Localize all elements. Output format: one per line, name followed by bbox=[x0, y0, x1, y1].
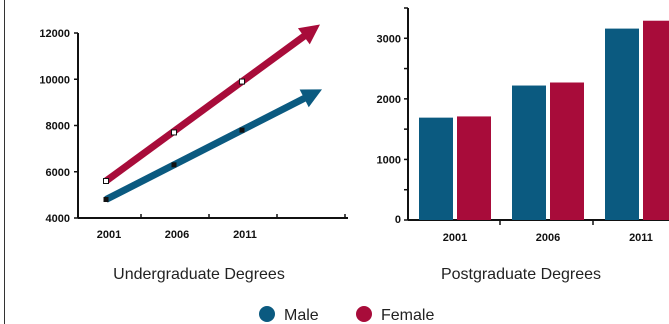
y-tick-label: 2000 bbox=[377, 94, 401, 106]
bar-male-2011 bbox=[605, 28, 639, 221]
y-tick-label: 4000 bbox=[46, 213, 70, 225]
series-line-female bbox=[103, 27, 315, 184]
x-tick-label: 2006 bbox=[165, 229, 189, 241]
legend-label-female: Female bbox=[381, 307, 434, 324]
postgraduate-bar-chart: 0 1000 2000 3000 2001 2006 2011 Postgraduate De… bbox=[377, 7, 669, 283]
bar-female-2011 bbox=[643, 20, 669, 220]
page-left-border bbox=[4, 0, 5, 324]
y-tick-label: 0 bbox=[395, 214, 401, 226]
legend-label-male: Male bbox=[284, 307, 319, 324]
x-tick-label: 2011 bbox=[233, 229, 257, 241]
x-tick-label: 2006 bbox=[536, 232, 560, 244]
series-arrowhead-female bbox=[297, 24, 320, 45]
y-tick-label: 8000 bbox=[46, 121, 70, 133]
data-point-female bbox=[103, 178, 109, 184]
y-tick-label: 1000 bbox=[377, 154, 401, 166]
legend-swatch-female bbox=[356, 306, 372, 322]
y-tick-label: 12000 bbox=[39, 28, 70, 40]
bar-male-2006 bbox=[512, 85, 546, 220]
undergraduate-line-chart: 4000 6000 8000 10000 12000 2001 2006 2011 Underg… bbox=[39, 24, 348, 283]
bar-female-2001 bbox=[457, 116, 491, 220]
y-tick-label: 3000 bbox=[377, 33, 401, 45]
x-tick-label: 2011 bbox=[629, 232, 653, 244]
legend: Male Female bbox=[259, 306, 434, 324]
data-point-male bbox=[103, 197, 109, 202]
series-arrowhead-male bbox=[299, 89, 322, 108]
y-tick-label: 10000 bbox=[39, 74, 70, 86]
bar-male-2001 bbox=[419, 117, 453, 220]
data-point-male bbox=[239, 127, 245, 133]
series-line-male bbox=[104, 90, 316, 203]
bar-female-2006 bbox=[550, 82, 584, 220]
x-tick-label: 2001 bbox=[443, 232, 467, 244]
data-point-male bbox=[171, 162, 177, 168]
chart-caption: Postgraduate Degrees bbox=[441, 266, 601, 283]
legend-swatch-male bbox=[259, 306, 275, 322]
x-tick-label: 2001 bbox=[97, 229, 121, 241]
data-point-female bbox=[171, 129, 177, 136]
chart-caption: Undergraduate Degrees bbox=[113, 266, 285, 283]
data-point-female bbox=[239, 78, 245, 85]
y-tick-label: 6000 bbox=[46, 167, 70, 179]
